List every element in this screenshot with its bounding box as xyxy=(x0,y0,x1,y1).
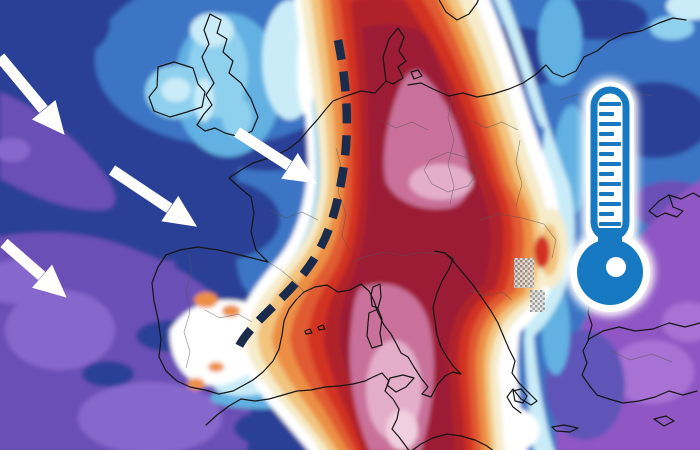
warm-core-pink-pale xyxy=(386,410,418,450)
cold-air-arrow xyxy=(234,127,318,184)
violet-light-patches xyxy=(610,302,700,404)
thermometer-icon xyxy=(568,80,652,314)
stipple-patches xyxy=(514,258,545,312)
cold-front-dashed-line xyxy=(231,39,352,356)
cold-air-arrow xyxy=(108,165,198,227)
admin-borders xyxy=(183,91,673,369)
thermometer-bulb-highlight xyxy=(606,257,626,277)
coastlines xyxy=(148,0,700,450)
cold-air-arrows xyxy=(0,53,318,298)
cold-air-arrow xyxy=(0,238,67,298)
cold-air-arrow xyxy=(0,53,65,135)
cold-purple-light-patches xyxy=(0,138,222,450)
